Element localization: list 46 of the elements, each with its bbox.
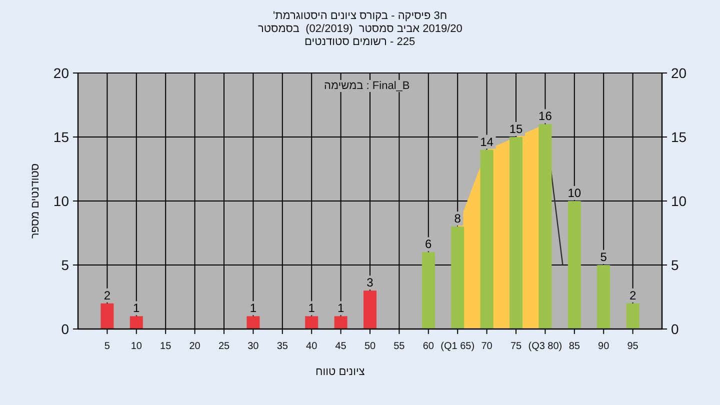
x-tick: 70 — [481, 341, 492, 352]
data-label: 1 — [308, 301, 315, 316]
x-tick: 35 — [276, 341, 288, 352]
data-label: 1 — [133, 301, 140, 316]
y-tick: 0 — [61, 321, 69, 337]
y2-tick: 20 — [671, 65, 687, 81]
x-tick: 10 — [130, 341, 142, 352]
data-label: 1 — [250, 301, 257, 316]
x-tick: (Q1 65) — [440, 341, 475, 352]
y-tick: 20 — [53, 65, 69, 81]
y2-tick: 15 — [671, 129, 687, 145]
x-tick: 90 — [598, 341, 610, 352]
x-tick: 85 — [568, 341, 580, 352]
data-label: 2 — [629, 288, 636, 302]
x-tick: 75 — [510, 341, 522, 352]
x-tick: 60 — [422, 341, 434, 352]
x-tick: 30 — [248, 341, 259, 352]
xlabel: טווח ציונים — [316, 366, 365, 378]
data-label: 3 — [366, 276, 374, 290]
data-label: 5 — [600, 250, 607, 264]
y-tick: 5 — [61, 257, 69, 273]
x-tick: 40 — [306, 341, 318, 352]
x-tick: 20 — [189, 341, 200, 352]
y2-tick: 10 — [671, 193, 687, 209]
data-label: 14 — [480, 134, 494, 149]
x-tick: 45 — [335, 341, 346, 352]
data-label: 2 — [104, 288, 111, 302]
data-label: 10 — [568, 186, 582, 200]
x-tick: 5 — [104, 341, 110, 352]
x-tick: (Q3 80) — [528, 341, 562, 352]
x-tick: 15 — [160, 341, 172, 352]
data-label: 16 — [538, 109, 552, 124]
ylabel: מספר סטודנטים — [29, 163, 42, 239]
x-tick: 55 — [394, 341, 405, 352]
data-label: 8 — [454, 212, 461, 226]
y2-tick: 0 — [671, 321, 679, 337]
title: 'היסטוגרמת ציונים בקורס - פיסיקה 3ח — [273, 10, 448, 22]
y-tick: 15 — [53, 129, 69, 145]
y-tick: 10 — [53, 193, 69, 209]
data-label: 1 — [337, 301, 344, 316]
data-label: 15 — [509, 122, 523, 136]
x-tick: 50 — [364, 341, 376, 352]
x-tick: 25 — [218, 341, 230, 352]
data-label: 6 — [425, 237, 432, 252]
x-tick: 95 — [627, 341, 638, 352]
y2-tick: 5 — [671, 257, 679, 273]
